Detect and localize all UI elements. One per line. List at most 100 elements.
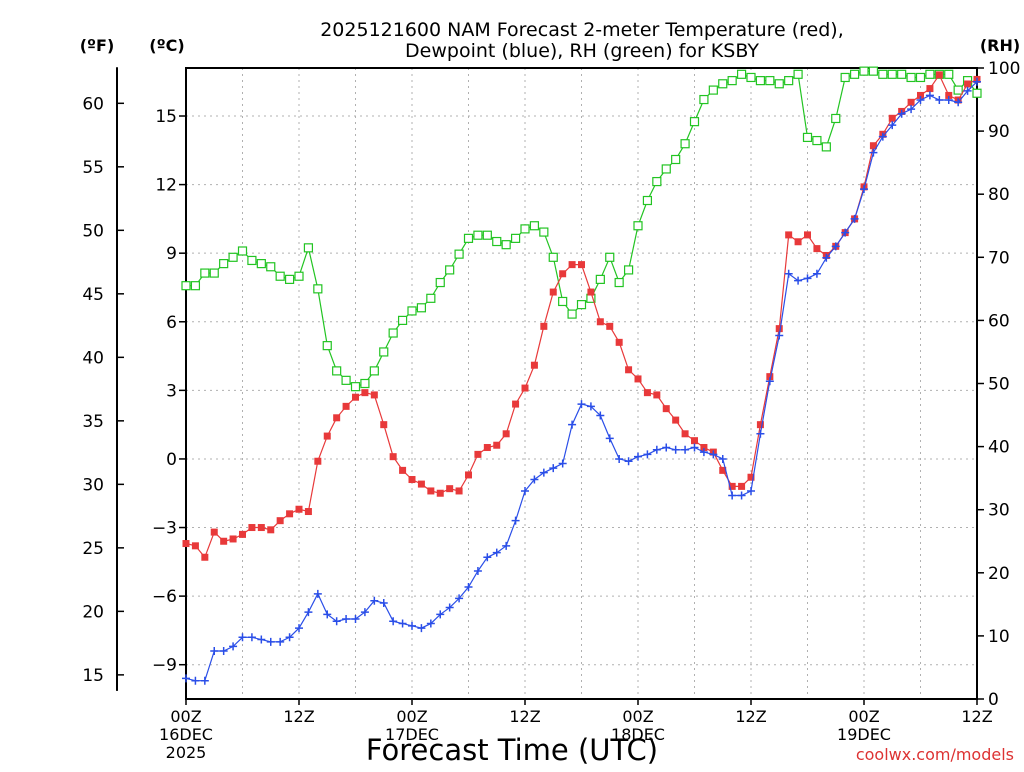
rh-point: [576, 300, 587, 310]
dewpoint-point: [916, 96, 925, 105]
dewpoint-point: [445, 603, 454, 612]
dewpoint-point: [718, 454, 727, 463]
rh-point: [774, 79, 784, 89]
temperature-point: [549, 288, 557, 296]
chart-title-line-2: Dewpoint (blue), RH (green) for KSBY: [405, 40, 759, 62]
temperature-point: [662, 405, 670, 413]
temperature-point: [417, 480, 425, 488]
temperature-point: [738, 482, 746, 490]
dewpoint-point: [323, 610, 332, 619]
x-date-label: 2025: [166, 743, 207, 762]
dewpoint-point: [342, 614, 351, 623]
rh-point: [708, 85, 718, 95]
axes-layer: −9−6−30369121515202530354045505560010203…: [82, 59, 1020, 762]
temperature-point: [191, 542, 199, 550]
temperature-point: [257, 524, 265, 532]
rh-tick-label: 0: [988, 690, 999, 710]
dewpoint-point: [266, 637, 275, 646]
temperature-point: [964, 80, 972, 88]
x-tick-label: 00Z: [848, 707, 879, 726]
dewpoint-point: [219, 646, 228, 655]
rh-point: [727, 76, 737, 86]
fahrenheit-axis-label: (ºF): [80, 36, 115, 55]
rh-point: [426, 293, 436, 303]
rh-point: [492, 236, 502, 247]
temperature-point: [935, 71, 943, 79]
temperature-point: [559, 270, 567, 278]
rh-point: [849, 69, 860, 79]
dewpoint-point: [483, 553, 492, 562]
dewpoint-point: [200, 676, 209, 685]
dewpoint-point: [681, 445, 690, 454]
dewpoint-point: [784, 269, 793, 278]
rh-point: [209, 268, 219, 278]
rh-point: [247, 255, 257, 266]
x-date-label: 18DEC: [611, 725, 665, 744]
fahrenheit-tick-label: 45: [82, 285, 104, 305]
rh-point: [802, 132, 813, 143]
rh-point: [266, 262, 276, 272]
rh-point: [341, 375, 351, 385]
temperature-point: [220, 537, 228, 545]
dewpoint-point: [304, 608, 313, 617]
rh-point: [671, 154, 681, 165]
x-tick-label: 12Z: [735, 707, 766, 726]
rh-point: [897, 69, 907, 79]
dewpoint-point: [577, 400, 586, 409]
temperature-point: [333, 414, 341, 422]
temperature-point: [502, 430, 510, 438]
rh-point: [765, 76, 775, 86]
dewpoint-point: [370, 596, 379, 605]
dewpoint-point: [389, 617, 398, 626]
dewpoint-point: [615, 454, 624, 463]
temperature-point: [747, 473, 755, 481]
temperature-point: [785, 231, 793, 239]
grid-layer: [186, 68, 977, 699]
dewpoint-point: [831, 242, 840, 251]
dewpoint-point: [822, 253, 831, 262]
dewpoint-point: [690, 443, 699, 452]
rh-point: [736, 69, 747, 79]
rh-tick-label: 30: [988, 501, 1010, 521]
fahrenheit-tick-label: 55: [82, 158, 104, 178]
dewpoint-point: [586, 402, 595, 411]
dewpoint-point: [473, 566, 482, 575]
rh-tick-label: 10: [988, 627, 1010, 647]
rh-tick-label: 50: [988, 375, 1010, 395]
x-date-label: 17DEC: [385, 725, 439, 744]
rh-point: [567, 309, 577, 319]
dewpoint-point: [973, 77, 981, 86]
x-date-label: 19DEC: [837, 725, 891, 744]
temperature-point: [295, 505, 303, 513]
temperature-point: [634, 375, 642, 383]
rh-point: [661, 164, 671, 174]
x-tick-label: 12Z: [961, 707, 992, 726]
rh-point: [256, 259, 266, 269]
temperature-point: [512, 400, 520, 408]
rh-point: [332, 366, 342, 376]
dewpoint-point: [747, 486, 755, 495]
dewpoint-point: [803, 274, 812, 283]
dewpoint-point: [295, 624, 303, 633]
rh-point: [539, 227, 549, 237]
temperature-point: [276, 517, 284, 525]
dewpoint-point: [568, 420, 577, 429]
dewpoint-point: [238, 633, 247, 642]
rh-point: [463, 233, 474, 243]
series-temperature: [182, 71, 981, 561]
rh-point: [294, 271, 304, 281]
rh-point: [558, 296, 568, 307]
temperature-point: [804, 231, 811, 239]
rh-point: [633, 221, 643, 231]
dewpoint-point: [935, 96, 944, 105]
temperature-point: [389, 453, 397, 461]
celsius-tick-label: 12: [155, 176, 177, 196]
fahrenheit-tick-label: 60: [82, 94, 104, 114]
rh-point: [397, 315, 408, 325]
rh-point: [699, 94, 709, 105]
temperature-point: [643, 389, 651, 397]
dewpoint-point: [332, 617, 341, 626]
dewpoint-point: [944, 96, 953, 105]
dewpoint-point: [417, 624, 426, 633]
credit-text: coolwx.com/models: [856, 745, 1014, 764]
